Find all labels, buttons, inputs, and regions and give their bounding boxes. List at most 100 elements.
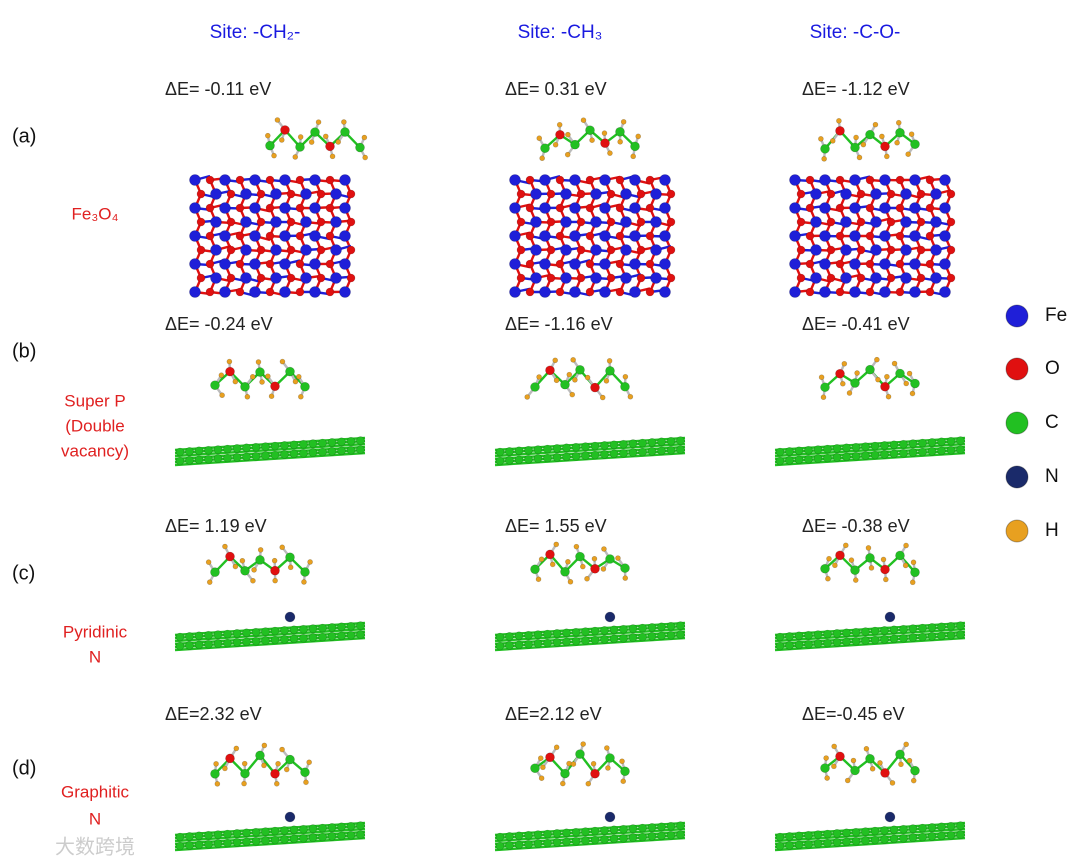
atom [805,203,815,213]
atom [785,641,794,650]
atom [219,174,231,186]
atom [865,754,875,764]
atom [666,273,676,283]
atom [832,629,842,638]
molecule [820,741,920,786]
atom [539,230,551,242]
atom [546,245,556,255]
atom [861,627,870,636]
atom [810,188,822,200]
atom [589,137,595,143]
atom [804,830,813,840]
atom [826,217,836,227]
atom [571,836,581,846]
atom [213,830,223,839]
atom [905,151,911,157]
atom [295,203,305,213]
atom [226,273,236,283]
atom [939,258,951,270]
atom [565,131,571,138]
atom [606,245,616,255]
atom [309,258,321,270]
atom [810,272,822,284]
atom [606,273,616,283]
atom [560,780,566,787]
atom [856,189,866,199]
atom [820,382,830,393]
atom [280,441,289,450]
atom [280,635,289,644]
atom [835,751,845,762]
atom [909,390,916,397]
atom [337,622,346,632]
atom [585,203,595,213]
atom [590,216,602,228]
atom [525,175,535,185]
atom [880,768,890,778]
atom [804,839,813,849]
atom [908,439,918,448]
graphene-sheet [494,436,686,467]
atom [341,119,347,125]
atom [820,763,830,773]
atom [581,636,590,645]
atom [937,822,946,832]
atom [805,231,815,241]
atom [659,258,671,270]
atom [818,136,824,142]
atom [509,174,521,186]
atom [925,231,935,241]
atom [210,272,222,284]
atom [185,447,194,456]
atom [606,217,616,227]
molecule [264,117,368,161]
atom [337,446,346,456]
atom [576,217,586,227]
atom [329,153,336,160]
legend-swatch [1005,411,1029,435]
atom [279,286,291,298]
atom [530,763,540,774]
atom [552,453,562,462]
atom [946,621,956,631]
atom [886,189,896,199]
atom [509,202,521,214]
atom [804,630,813,640]
atom [509,230,521,242]
atom [249,286,261,298]
atom [307,559,313,565]
atom [666,830,676,840]
atom [609,449,619,459]
atom [609,440,619,450]
atom [571,627,581,637]
atom [242,628,251,638]
atom [937,446,946,456]
energy-label: ΔE= -0.11 eV [165,79,271,99]
atom [908,131,915,137]
atom [346,630,356,640]
atom [279,174,291,186]
atom [560,768,570,779]
atom [851,627,861,637]
atom [261,451,270,460]
atom [903,542,909,549]
atom [516,189,526,199]
atom [244,394,251,400]
atom [600,826,609,835]
atom [620,188,632,200]
atom [570,357,576,363]
legend-swatch [1005,357,1029,381]
atom [650,188,662,200]
atom [553,541,560,548]
atom [346,621,356,631]
atom [303,779,309,786]
atom [601,546,607,552]
atom [514,446,524,456]
atom [318,623,327,633]
energy-label: ΔE= 0.31 eV [505,79,607,99]
atom [175,632,185,642]
energy-label: ΔE= -0.41 eV [802,314,910,334]
atom [270,381,280,392]
atom [851,827,861,837]
